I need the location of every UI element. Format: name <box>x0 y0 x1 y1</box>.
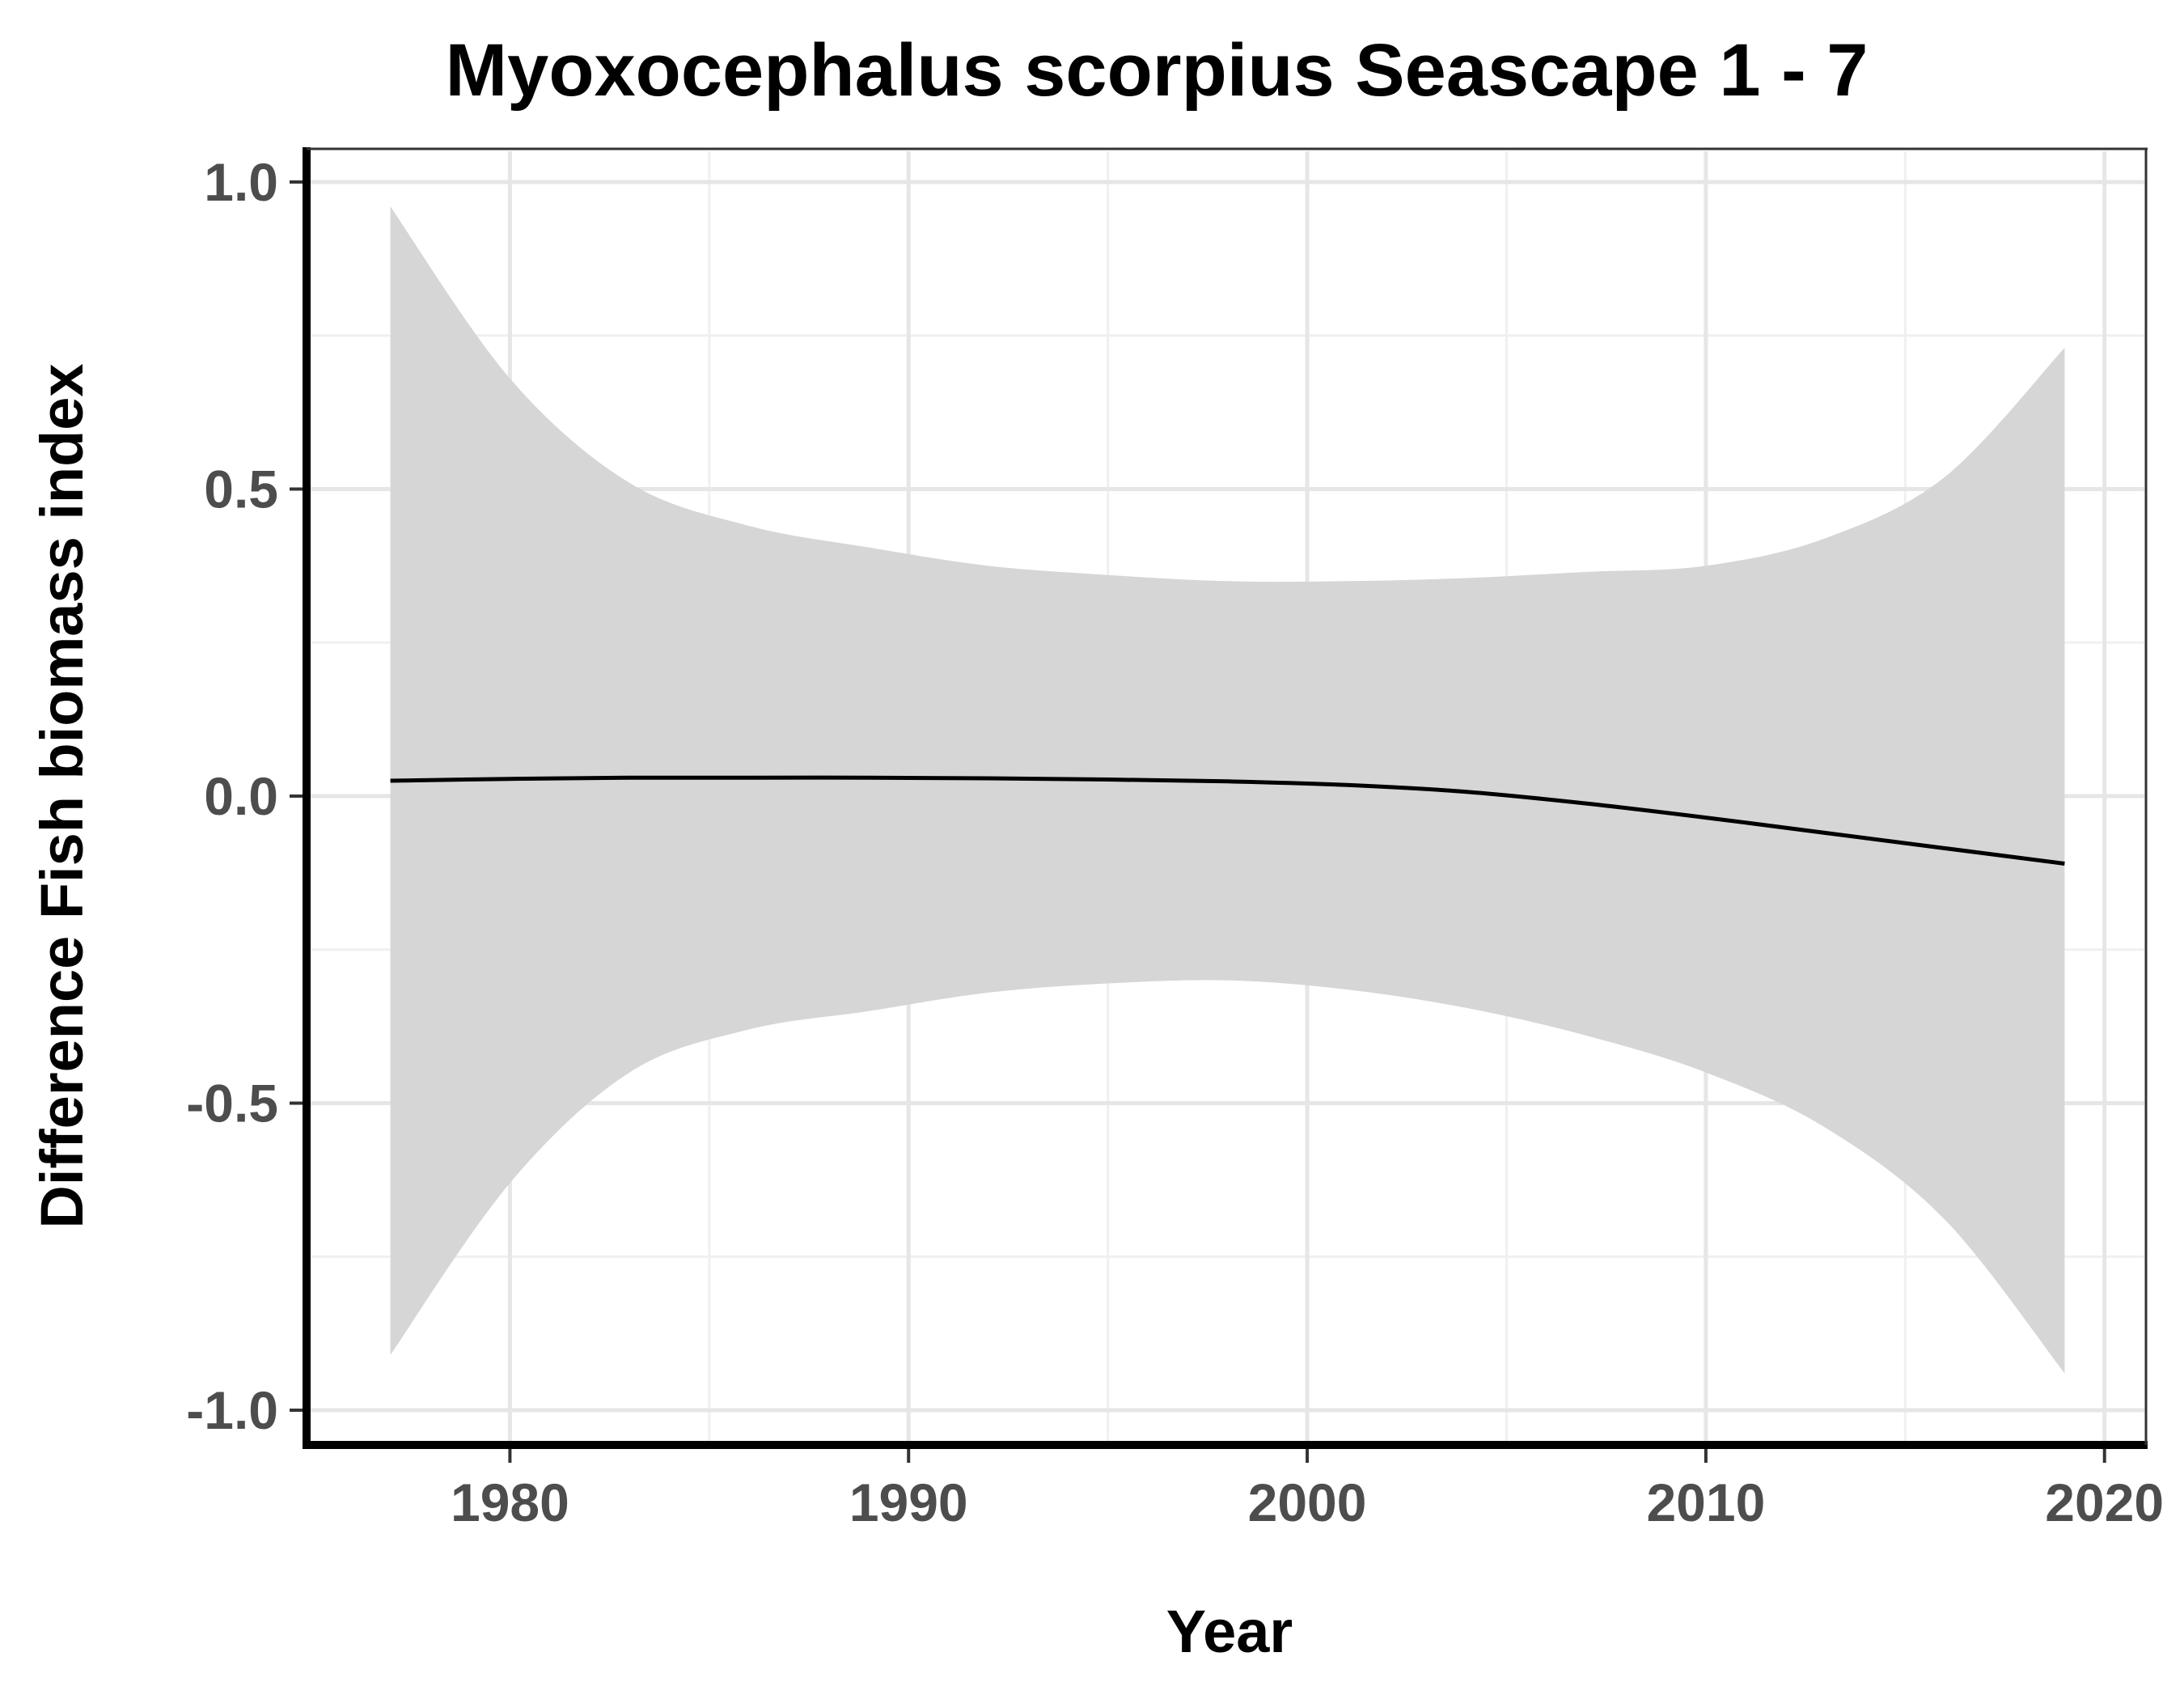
y-axis-ticks: 1.0 0.5 0.0 -0.5 -1.0 <box>186 152 303 1440</box>
y-tick-label: 0.0 <box>204 766 278 826</box>
y-tick-label: -1.0 <box>186 1380 278 1440</box>
x-tick-label: 1990 <box>849 1472 968 1532</box>
x-tick-label: 2020 <box>2045 1472 2164 1532</box>
y-axis-title: Difference Fish biomass index <box>28 363 95 1228</box>
y-tick-label: 0.5 <box>204 459 278 519</box>
x-tick-label: 2000 <box>1248 1472 1367 1532</box>
confidence-band-layer <box>390 206 2065 1374</box>
x-tick-label: 2010 <box>1646 1472 1765 1532</box>
x-axis-title: Year <box>1166 1598 1293 1665</box>
x-axis-ticks: 1980 1990 2000 2010 2020 <box>451 1449 2164 1532</box>
x-tick-label: 1980 <box>451 1472 569 1532</box>
trend-line-layer <box>390 775 2065 866</box>
chart-title: Myoxocephalus scorpius Seascape 1 - 7 <box>446 29 1869 112</box>
y-tick-label: -0.5 <box>186 1074 278 1133</box>
confidence-band <box>390 206 2065 1374</box>
y-tick-label: 1.0 <box>204 152 278 212</box>
trend-line <box>390 775 2065 866</box>
